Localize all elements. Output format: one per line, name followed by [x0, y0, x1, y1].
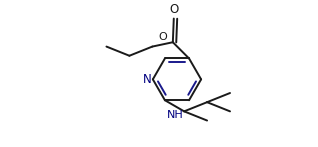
Text: O: O — [169, 3, 178, 16]
Text: O: O — [159, 32, 168, 42]
Text: N: N — [143, 73, 152, 86]
Text: NH: NH — [167, 110, 184, 120]
